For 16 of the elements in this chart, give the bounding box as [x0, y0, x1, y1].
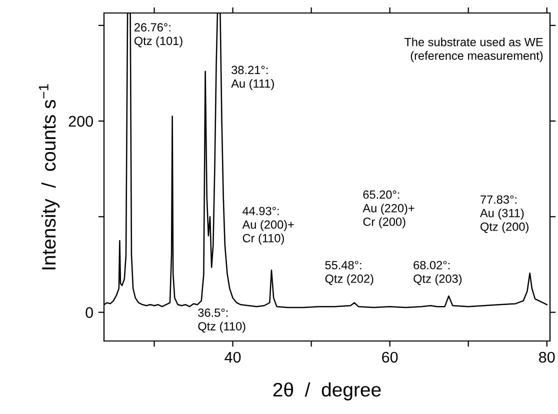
y-tick-label: 0: [86, 307, 93, 318]
annotation: 55.48°: Qtz (202): [325, 260, 374, 286]
x-tick-label: 60: [382, 352, 398, 363]
annotation: 77.83°: Au (311) Qtz (200): [480, 195, 528, 234]
x-tick-label: 80: [539, 352, 555, 363]
x-axis-title: 2θ / degree: [273, 382, 381, 400]
x-tick-label: 40: [224, 352, 241, 363]
annotation: 36.5°: Qtz (110): [198, 308, 246, 333]
annotation: 26.76°: Qtz (101): [134, 23, 182, 48]
annotation: 65.20°: Au (220)+ Cr (200): [362, 190, 414, 228]
annotation: 38.21°: Au (111): [231, 66, 274, 90]
y-axis-title: Intensity / counts s$^{−1}$: [38, 84, 60, 270]
annotation: 68.02°: Qtz (203): [414, 260, 462, 286]
annotation: 44.93°: Au (200)+ Cr (110): [242, 206, 294, 245]
y-tick-label: 200: [68, 116, 93, 127]
annotation: The substrate used as WE (reference measurement): [404, 38, 543, 62]
